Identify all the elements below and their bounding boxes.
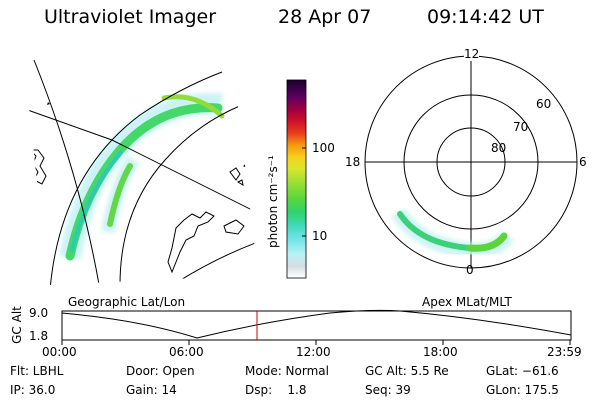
gc-alt-axis-label: GC Alt bbox=[10, 306, 24, 344]
x-tick-1800: 18:00 bbox=[423, 345, 458, 359]
mode-info: Mode: Normal bbox=[245, 364, 329, 378]
x-tick-0600: 06:00 bbox=[169, 345, 204, 359]
latitude-circle bbox=[49, 71, 223, 285]
colorbar-tick-100: 100 bbox=[312, 141, 335, 155]
y-tick-1-8: 1.8 bbox=[29, 329, 49, 343]
coastline bbox=[167, 211, 215, 274]
meridian-line bbox=[33, 59, 101, 285]
date-label: 28 Apr 07 bbox=[278, 6, 372, 28]
filter-info: Flt: LBHL bbox=[10, 364, 64, 378]
coastline bbox=[28, 149, 47, 185]
x-tick-0000: 00:00 bbox=[42, 345, 77, 359]
x-tick-1200: 12:00 bbox=[296, 345, 331, 359]
x-tick-2359: 23:59 bbox=[547, 345, 582, 359]
instrument-title: Ultraviolet Imager bbox=[44, 6, 217, 28]
mlt-label-0: 0 bbox=[466, 263, 474, 277]
mlt-label-18: 18 bbox=[345, 155, 361, 169]
glon-info: GLon: 175.5 bbox=[486, 383, 559, 397]
dsp-info: Dsp: 1.8 bbox=[245, 383, 307, 397]
ip-info: IP: 36.0 bbox=[10, 383, 56, 397]
coastline bbox=[223, 219, 245, 235]
mlat-label-60: 60 bbox=[536, 97, 552, 111]
seq-info: Seq: 39 bbox=[365, 383, 411, 397]
gain-info: Gain: 14 bbox=[126, 383, 177, 397]
latitude-circle bbox=[119, 97, 258, 285]
gc-alt-info: GC Alt: 5.5 Re bbox=[365, 364, 449, 378]
meridian-line bbox=[24, 107, 258, 216]
mlat-label-70: 70 bbox=[513, 120, 529, 134]
gc-altitude-curve bbox=[61, 309, 572, 339]
colorbar-unit-label: photon cm⁻²s⁻¹ bbox=[266, 155, 280, 248]
door-info: Door: Open bbox=[126, 364, 195, 378]
polar-mlt-plot bbox=[364, 55, 578, 269]
time-label: 09:14:42 UT bbox=[427, 6, 544, 28]
altitude-timeline bbox=[61, 309, 572, 345]
y-tick-9: 9.0 bbox=[29, 306, 49, 320]
intensity-colorbar bbox=[286, 79, 307, 279]
apex-panel-label: Apex MLat/MLT bbox=[422, 295, 512, 309]
glat-info: GLat: −61.6 bbox=[486, 364, 559, 378]
geographic-panel-label: Geographic Lat/Lon bbox=[68, 295, 186, 309]
mlt-label-6: 6 bbox=[579, 155, 587, 169]
mlt-label-12: 12 bbox=[464, 47, 480, 61]
colorbar-tick-10: 10 bbox=[312, 229, 328, 243]
aurora-arc-secondary bbox=[107, 163, 133, 227]
geographic-map bbox=[24, 59, 258, 285]
mlat-label-80: 80 bbox=[491, 141, 507, 155]
meridian-line bbox=[164, 241, 258, 285]
coastline bbox=[229, 161, 251, 187]
